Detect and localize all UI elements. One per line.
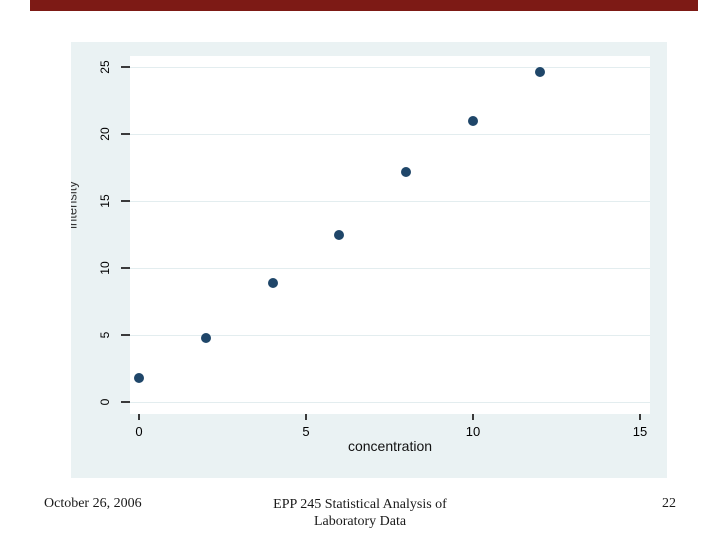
data-point-4: [401, 166, 412, 177]
x-tick-label-0: 0: [135, 424, 143, 439]
footer-page-number: 22: [662, 496, 676, 511]
y-gridline-10: [130, 268, 650, 269]
y-tick-0: [121, 401, 130, 403]
x-tick-label-10: 10: [465, 424, 481, 439]
y-tick-label-5: 5: [98, 331, 112, 339]
y-axis-title: intensity: [71, 181, 80, 229]
data-point-1: [200, 332, 211, 343]
y-gridline-5: [130, 335, 650, 336]
y-tick-label-15: 15: [98, 194, 112, 208]
data-point-2: [267, 277, 278, 288]
x-tick-10: [472, 414, 474, 420]
y-gridline-25: [130, 67, 650, 68]
data-point-5: [468, 115, 478, 126]
y-tick-20: [121, 133, 130, 135]
data-point-6: [534, 67, 545, 78]
y-tick-label-0: 0: [98, 398, 112, 406]
y-tick-10: [121, 267, 130, 269]
top-accent-bar: [30, 0, 698, 11]
data-point-3: [334, 229, 345, 240]
plot-area: [130, 56, 650, 414]
x-axis-title: concentration: [347, 438, 433, 454]
y-tick-5: [121, 334, 130, 336]
y-gridline-0: [130, 402, 650, 403]
x-tick-15: [639, 414, 641, 420]
footer-course-line1: EPP 245 Statistical Analysis of: [273, 497, 447, 512]
footer-course-title: EPP 245 Statistical Analysis of Laborato…: [220, 496, 500, 530]
y-tick-label-10: 10: [98, 261, 112, 275]
y-tick-label-25: 25: [98, 60, 112, 74]
y-gridline-15: [130, 201, 650, 202]
x-tick-5: [305, 414, 307, 420]
y-tick-label-20: 20: [98, 127, 112, 141]
x-tick-0: [138, 414, 140, 420]
y-gridline-20: [130, 134, 650, 135]
x-tick-label-5: 5: [302, 424, 310, 439]
x-tick-label-15: 15: [632, 424, 648, 439]
y-tick-15: [121, 200, 130, 202]
data-point-0: [134, 372, 144, 383]
footer-course-line2: Laboratory Data: [313, 514, 407, 529]
scatter-chart: 0 5 10 15 20 25 0 5 10 15 intensity concentration: [71, 42, 667, 478]
y-tick-25: [121, 66, 130, 68]
footer-date: October 26, 2006: [44, 496, 142, 511]
